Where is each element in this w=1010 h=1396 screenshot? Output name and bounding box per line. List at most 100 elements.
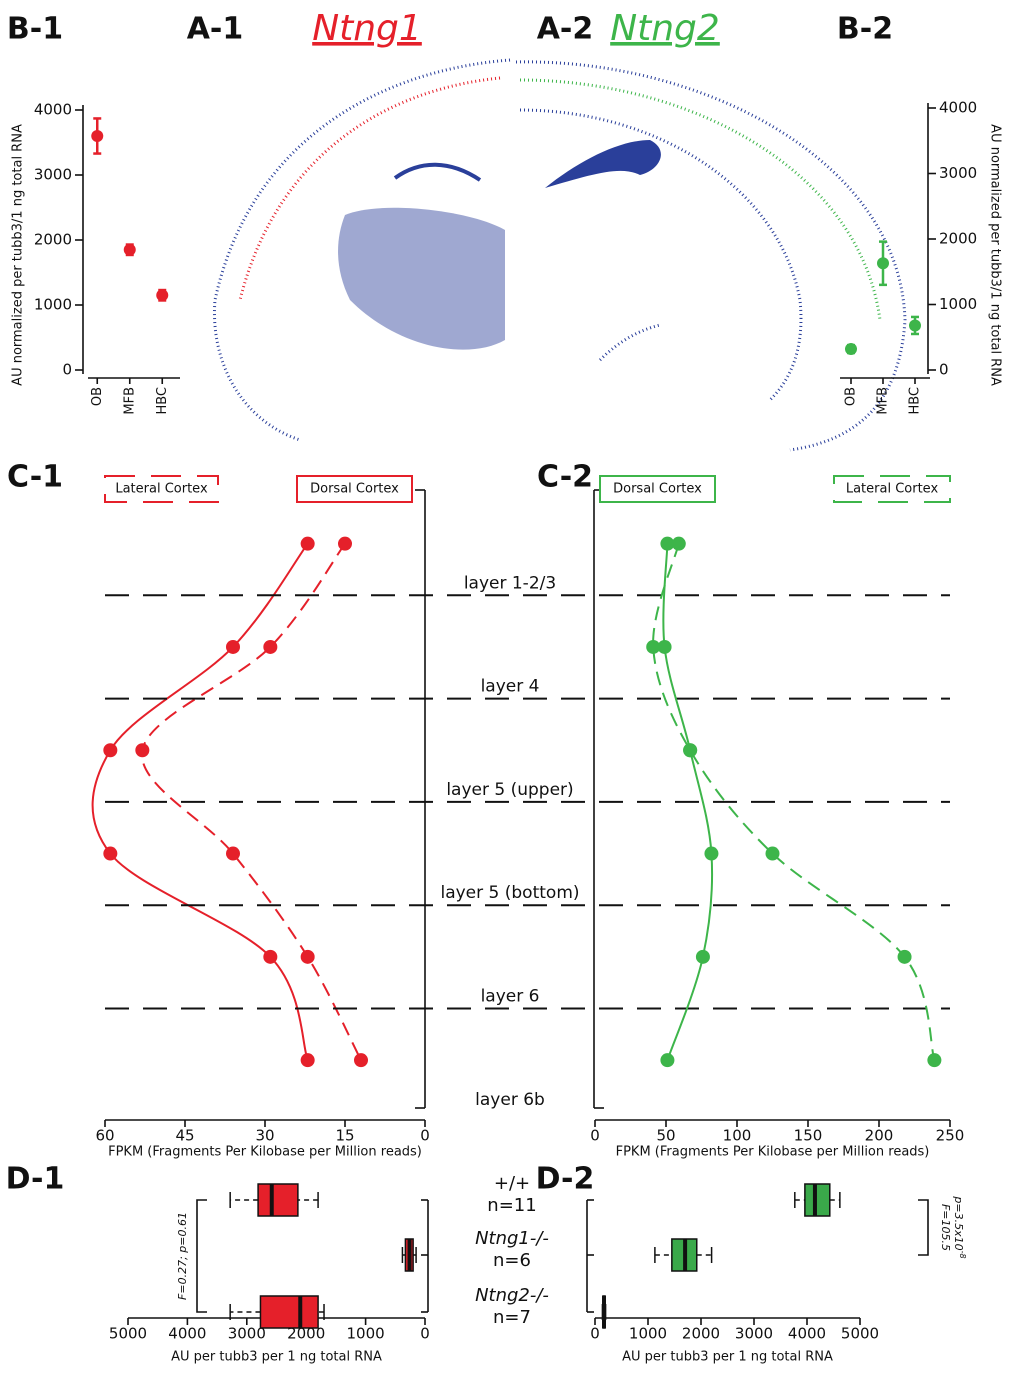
x-tick-label: 0 (420, 1325, 430, 1343)
x-tick-label: 200 (865, 1127, 894, 1145)
data-point (226, 640, 240, 654)
y-tick-label: 1000 (34, 296, 72, 314)
layer-label: layer 1-2/3 (464, 573, 556, 593)
panel-label: B-2 (837, 12, 893, 47)
stat-annotation: F=0.27; p=0.61 (176, 1212, 189, 1300)
data-point (845, 343, 857, 355)
data-point (301, 1053, 315, 1067)
legend-label: Lateral Cortex (115, 482, 208, 497)
x-tick-label: HBC (155, 387, 170, 415)
data-point (927, 1053, 941, 1067)
y-tick-label: 0 (939, 361, 949, 379)
data-point (263, 640, 277, 654)
brain-section (214, 60, 905, 450)
data-point (683, 743, 697, 757)
stat-annotation-exponent: -8 (959, 1251, 968, 1259)
x-tick-label: 5000 (109, 1325, 147, 1343)
thalamus (338, 208, 505, 350)
y-tick-label: 3000 (34, 166, 72, 184)
x-tick-label: 3000 (735, 1325, 773, 1343)
data-point (301, 537, 315, 551)
x-tick-label: 1000 (629, 1325, 667, 1343)
x-tick-label: 0 (590, 1127, 600, 1145)
cortex-outline (520, 80, 880, 320)
layer-label: layer 6b (475, 1090, 545, 1110)
group-size-label: n=6 (493, 1250, 531, 1271)
panel-label: A-1 (187, 12, 244, 47)
data-point (135, 743, 149, 757)
box (258, 1184, 298, 1216)
data-point (766, 847, 780, 861)
x-tick-label: 100 (723, 1127, 752, 1145)
x-tick-label: 0 (590, 1325, 600, 1343)
panel-label: D-2 (536, 1162, 595, 1197)
x-axis-label: AU per tubb3 per 1 ng total RNA (622, 1350, 833, 1365)
stat-annotation: p=3.5x10-8 (952, 1195, 968, 1258)
genotype-label: +/+ (494, 1173, 530, 1194)
x-tick-label: MFB (876, 387, 891, 415)
data-point (660, 1053, 674, 1067)
panel-label: A-2 (537, 12, 594, 47)
data-point (263, 950, 277, 964)
x-tick-label: 60 (95, 1127, 114, 1145)
data-point (226, 847, 240, 861)
panel-label: C-1 (7, 460, 63, 495)
y-tick-label: 0 (62, 361, 72, 379)
significance-bracket (197, 1200, 207, 1312)
layer-label: layer 5 (bottom) (440, 883, 579, 903)
stat-annotation-text: p=3.5x10 (952, 1195, 965, 1250)
data-point (103, 743, 117, 757)
data-point (672, 537, 686, 551)
x-tick-label: 30 (255, 1127, 274, 1145)
legend-label: Dorsal Cortex (613, 482, 702, 497)
hippocampus (395, 165, 480, 180)
data-point (103, 847, 117, 861)
data-point (696, 950, 710, 964)
data-point (898, 950, 912, 964)
hippocampus (545, 140, 661, 188)
data-point (301, 950, 315, 964)
y-axis-label: AU normalized per tubb3/1 ng total RNA (11, 124, 26, 386)
x-axis-label: FPKM (Fragments Per Kilobase per Million… (616, 1145, 930, 1160)
x-axis-label: FPKM (Fragments Per Kilobase per Million… (108, 1145, 422, 1160)
y-tick-label: 4000 (34, 101, 72, 119)
box (805, 1184, 830, 1216)
data-point (124, 244, 136, 256)
x-tick-label: 4000 (788, 1325, 826, 1343)
x-axis-label: AU per tubb3 per 1 ng total RNA (171, 1350, 382, 1365)
figure: B-1A-1A-2B-2C-1C-2D-1D-2Ntng1Ntng2010002… (0, 0, 1010, 1396)
data-point (909, 319, 921, 331)
x-tick-label: 15 (335, 1127, 354, 1145)
layer-label: layer 6 (481, 987, 540, 1007)
legend-label: Lateral Cortex (846, 482, 939, 497)
x-tick-label: 45 (175, 1127, 194, 1145)
significance-bracket (918, 1200, 928, 1255)
genotype-label: Ntng2-/- (475, 1285, 549, 1306)
x-tick-label: 50 (656, 1127, 675, 1145)
x-tick-label: 0 (420, 1127, 430, 1145)
x-tick-label: 5000 (841, 1325, 879, 1343)
data-point (91, 130, 103, 142)
layer-label: layer 5 (upper) (446, 780, 573, 800)
group-size-label: n=7 (493, 1307, 531, 1328)
panel-label: D-1 (6, 1162, 65, 1197)
x-tick-label: OB (844, 387, 859, 406)
x-tick-label: MFB (122, 387, 137, 415)
y-tick-label: 3000 (939, 164, 977, 182)
x-tick-label: 4000 (168, 1325, 206, 1343)
data-point (704, 847, 718, 861)
box (260, 1296, 318, 1328)
x-tick-label: 1000 (347, 1325, 385, 1343)
gene-title: Ntng1 (312, 8, 422, 49)
y-axis-label: AU normalized per tubb3/1 ng total RNA (988, 124, 1003, 386)
gene-title: Ntng2 (610, 8, 720, 49)
data-point (646, 640, 660, 654)
y-tick-label: 2000 (34, 231, 72, 249)
x-tick-label: OB (90, 387, 105, 406)
legend-label: Dorsal Cortex (310, 482, 399, 497)
x-tick-label: 2000 (682, 1325, 720, 1343)
y-tick-label: 1000 (939, 295, 977, 313)
data-point (156, 289, 168, 301)
panel-label: B-1 (7, 12, 63, 47)
y-tick-label: 4000 (939, 99, 977, 117)
